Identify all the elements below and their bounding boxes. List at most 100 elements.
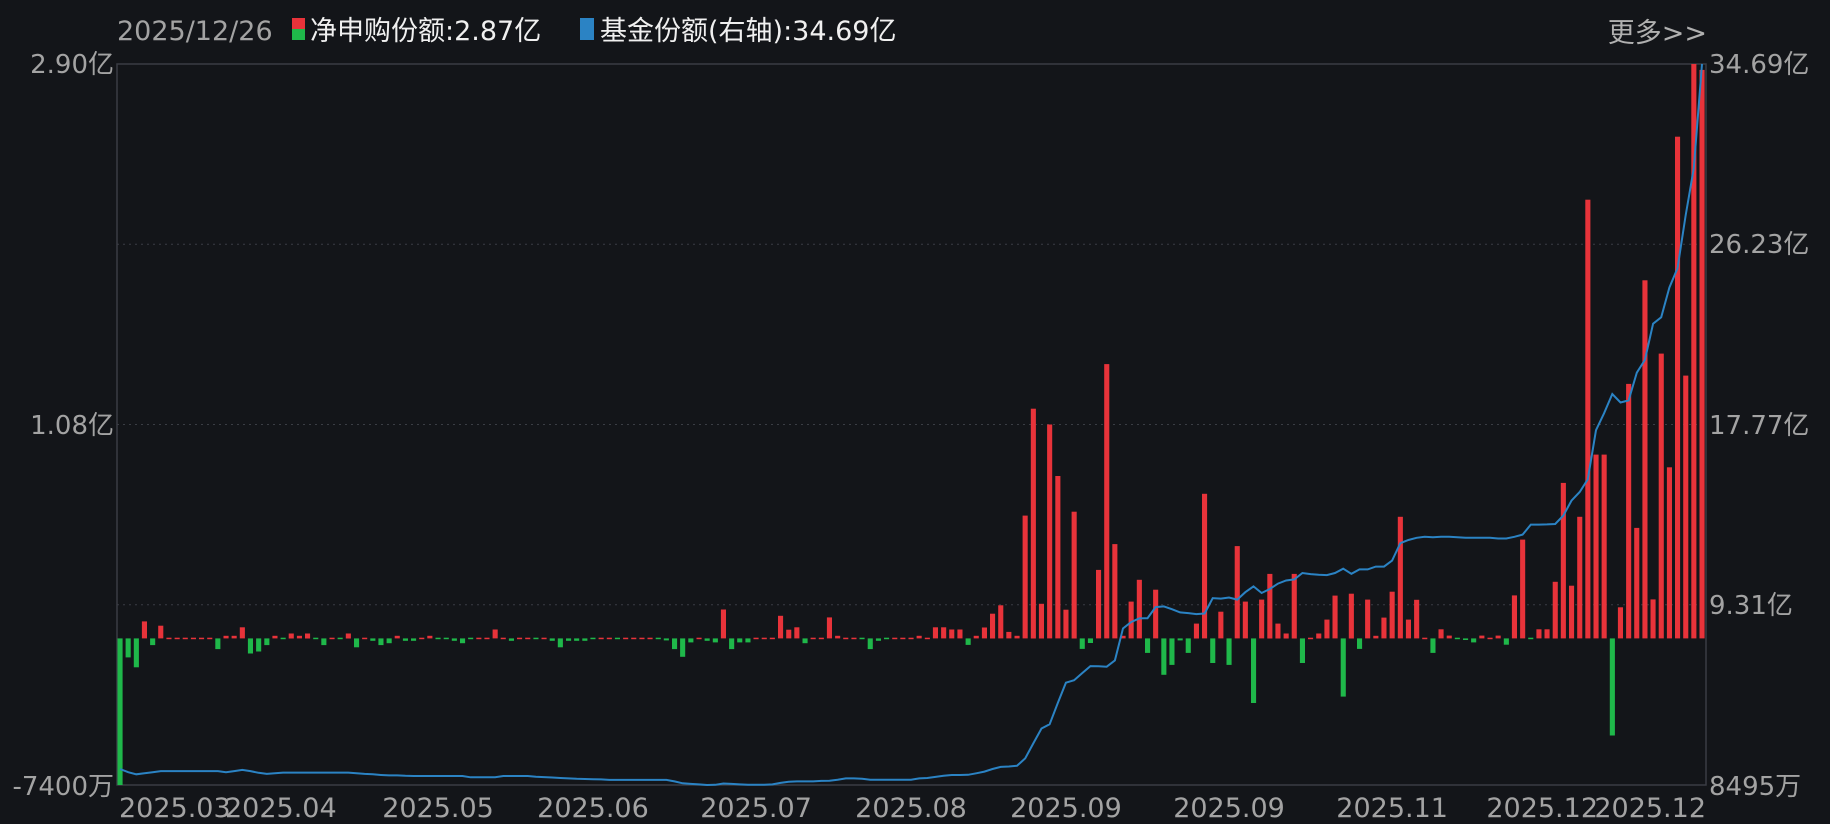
inflow-bar: [1365, 599, 1371, 639]
inflow-bar: [288, 633, 294, 639]
inflow-bar: [631, 637, 637, 640]
inflow-bar: [892, 637, 898, 640]
outflow-bar: [1161, 638, 1167, 675]
inflow-bar: [1675, 136, 1681, 639]
inflow-bar: [231, 635, 237, 639]
inflow-bar: [1397, 516, 1403, 639]
inflow-bar: [329, 637, 335, 640]
outflow-bar: [321, 638, 327, 646]
inflow-bar: [1316, 633, 1322, 639]
inflow-bar: [1626, 383, 1632, 639]
inflow-bar: [492, 629, 498, 639]
outflow-bar: [655, 637, 661, 640]
inflow-bar: [272, 635, 278, 639]
x-tick-label: 2025.12: [1486, 793, 1598, 824]
outflow-bar: [745, 638, 751, 643]
grid: [117, 243, 1706, 606]
inflow-bar: [207, 637, 213, 640]
inflow-bar: [1332, 595, 1338, 639]
inflow-bar: [1536, 629, 1542, 639]
x-tick-label: 2025.08: [855, 793, 967, 824]
inflow-bar: [1063, 609, 1069, 639]
inflow-bar: [835, 635, 841, 639]
outflow-bar: [557, 638, 563, 648]
outflow-bar: [443, 637, 449, 640]
inflow-bar: [541, 637, 547, 640]
outflow-bar: [280, 637, 286, 640]
right-tick-0: 34.69亿: [1709, 50, 1809, 80]
inflow-bar: [696, 637, 702, 640]
outflow-bar: [663, 638, 669, 641]
inflow-bar: [1389, 591, 1395, 639]
x-tick-label: 2025.12: [1594, 793, 1706, 824]
outflow-bar: [411, 638, 417, 641]
inflow-bar: [1479, 635, 1485, 639]
inflow-bar: [778, 615, 784, 639]
inflow-bar: [1414, 599, 1420, 639]
inflow-bar: [158, 625, 164, 639]
inflow-bar: [1683, 375, 1689, 639]
inflow-bar: [1691, 64, 1697, 639]
inflow-bar: [1348, 593, 1354, 639]
inflow-bar: [1291, 573, 1297, 639]
inflow-bar: [908, 637, 914, 640]
inflow-bar: [1038, 603, 1044, 639]
outflow-bar: [533, 637, 539, 640]
right-tick-3: 9.31亿: [1709, 591, 1793, 621]
inflow-bar: [1552, 581, 1558, 639]
inflow-bar: [500, 637, 506, 640]
plot-frame: [116, 63, 1707, 786]
inflow-bar: [761, 637, 767, 640]
outflow-bar: [313, 637, 319, 640]
inflow-bar: [810, 637, 816, 640]
inflow-bar: [1104, 364, 1110, 639]
inflow-bar: [1283, 633, 1289, 639]
inflow-bar: [981, 627, 987, 639]
outflow-bar: [566, 638, 572, 641]
legend-net-subscription-label: 净申购份额:2.87亿: [310, 16, 541, 47]
inflow-bar: [1128, 601, 1134, 639]
outflow-bar: [704, 638, 710, 641]
outflow-bar: [370, 638, 376, 641]
inflow-bar: [1071, 511, 1077, 639]
inflow-bar: [1014, 635, 1020, 639]
inflow-bar: [239, 627, 245, 639]
outflow-bar: [614, 637, 620, 640]
inflow-bar: [1373, 635, 1379, 639]
inflow-bar: [1422, 637, 1428, 640]
inflow-bar: [639, 637, 645, 640]
outflow-bar: [435, 637, 441, 640]
inflow-bar: [305, 633, 311, 639]
inflow-bar: [1495, 635, 1501, 639]
inflow-bar: [199, 637, 205, 640]
red-square-icon: [292, 18, 305, 29]
outflow-bar: [867, 638, 873, 650]
inflow-bar: [1666, 467, 1672, 639]
more-link[interactable]: 更多>>: [1608, 18, 1707, 49]
inflow-bar: [1112, 544, 1118, 639]
outflow-bar: [460, 638, 466, 644]
inflow-bar: [1642, 280, 1648, 639]
left-tick-bottom: -7400万: [12, 772, 114, 802]
outflow-bar: [1169, 638, 1175, 665]
fund-shares-line: [119, 63, 1703, 787]
inflow-bar: [166, 637, 172, 640]
inflow-bar: [525, 637, 531, 640]
outflow-bar: [582, 638, 588, 641]
outflow-bar: [1079, 638, 1085, 649]
inflow-bar: [1617, 607, 1623, 639]
x-tick-label: 2025.05: [382, 793, 494, 824]
outflow-bar: [133, 638, 139, 668]
outflow-bar: [680, 638, 686, 657]
inflow-bar: [1202, 493, 1208, 639]
inflow-bar: [1650, 599, 1656, 639]
green-square-icon: [292, 29, 305, 40]
inflow-bar: [1259, 599, 1265, 639]
inflow-bar: [941, 627, 947, 639]
inflow-bar: [1511, 595, 1517, 639]
inflow-bar: [1585, 199, 1591, 639]
outflow-bar: [802, 638, 808, 644]
x-tick-label: 2025.09: [1010, 793, 1122, 824]
outflow-bar: [1471, 638, 1477, 643]
